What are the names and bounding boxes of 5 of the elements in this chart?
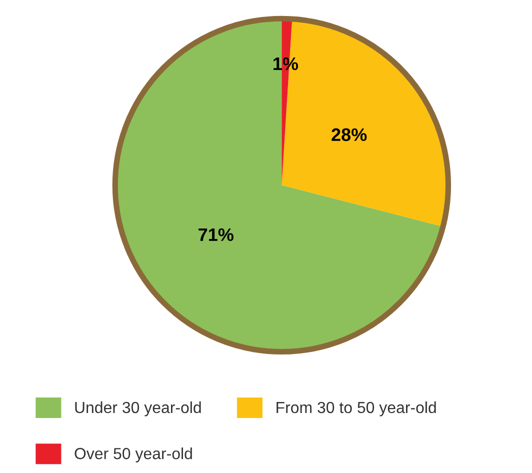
legend-label: From 30 to 50 year-old: [276, 401, 436, 416]
legend-label: Under 30 year-old: [75, 401, 201, 416]
data-label: 28%: [332, 128, 367, 142]
legend-label: Over 50 year-old: [74, 448, 192, 462]
data-label: 71%: [198, 228, 234, 242]
